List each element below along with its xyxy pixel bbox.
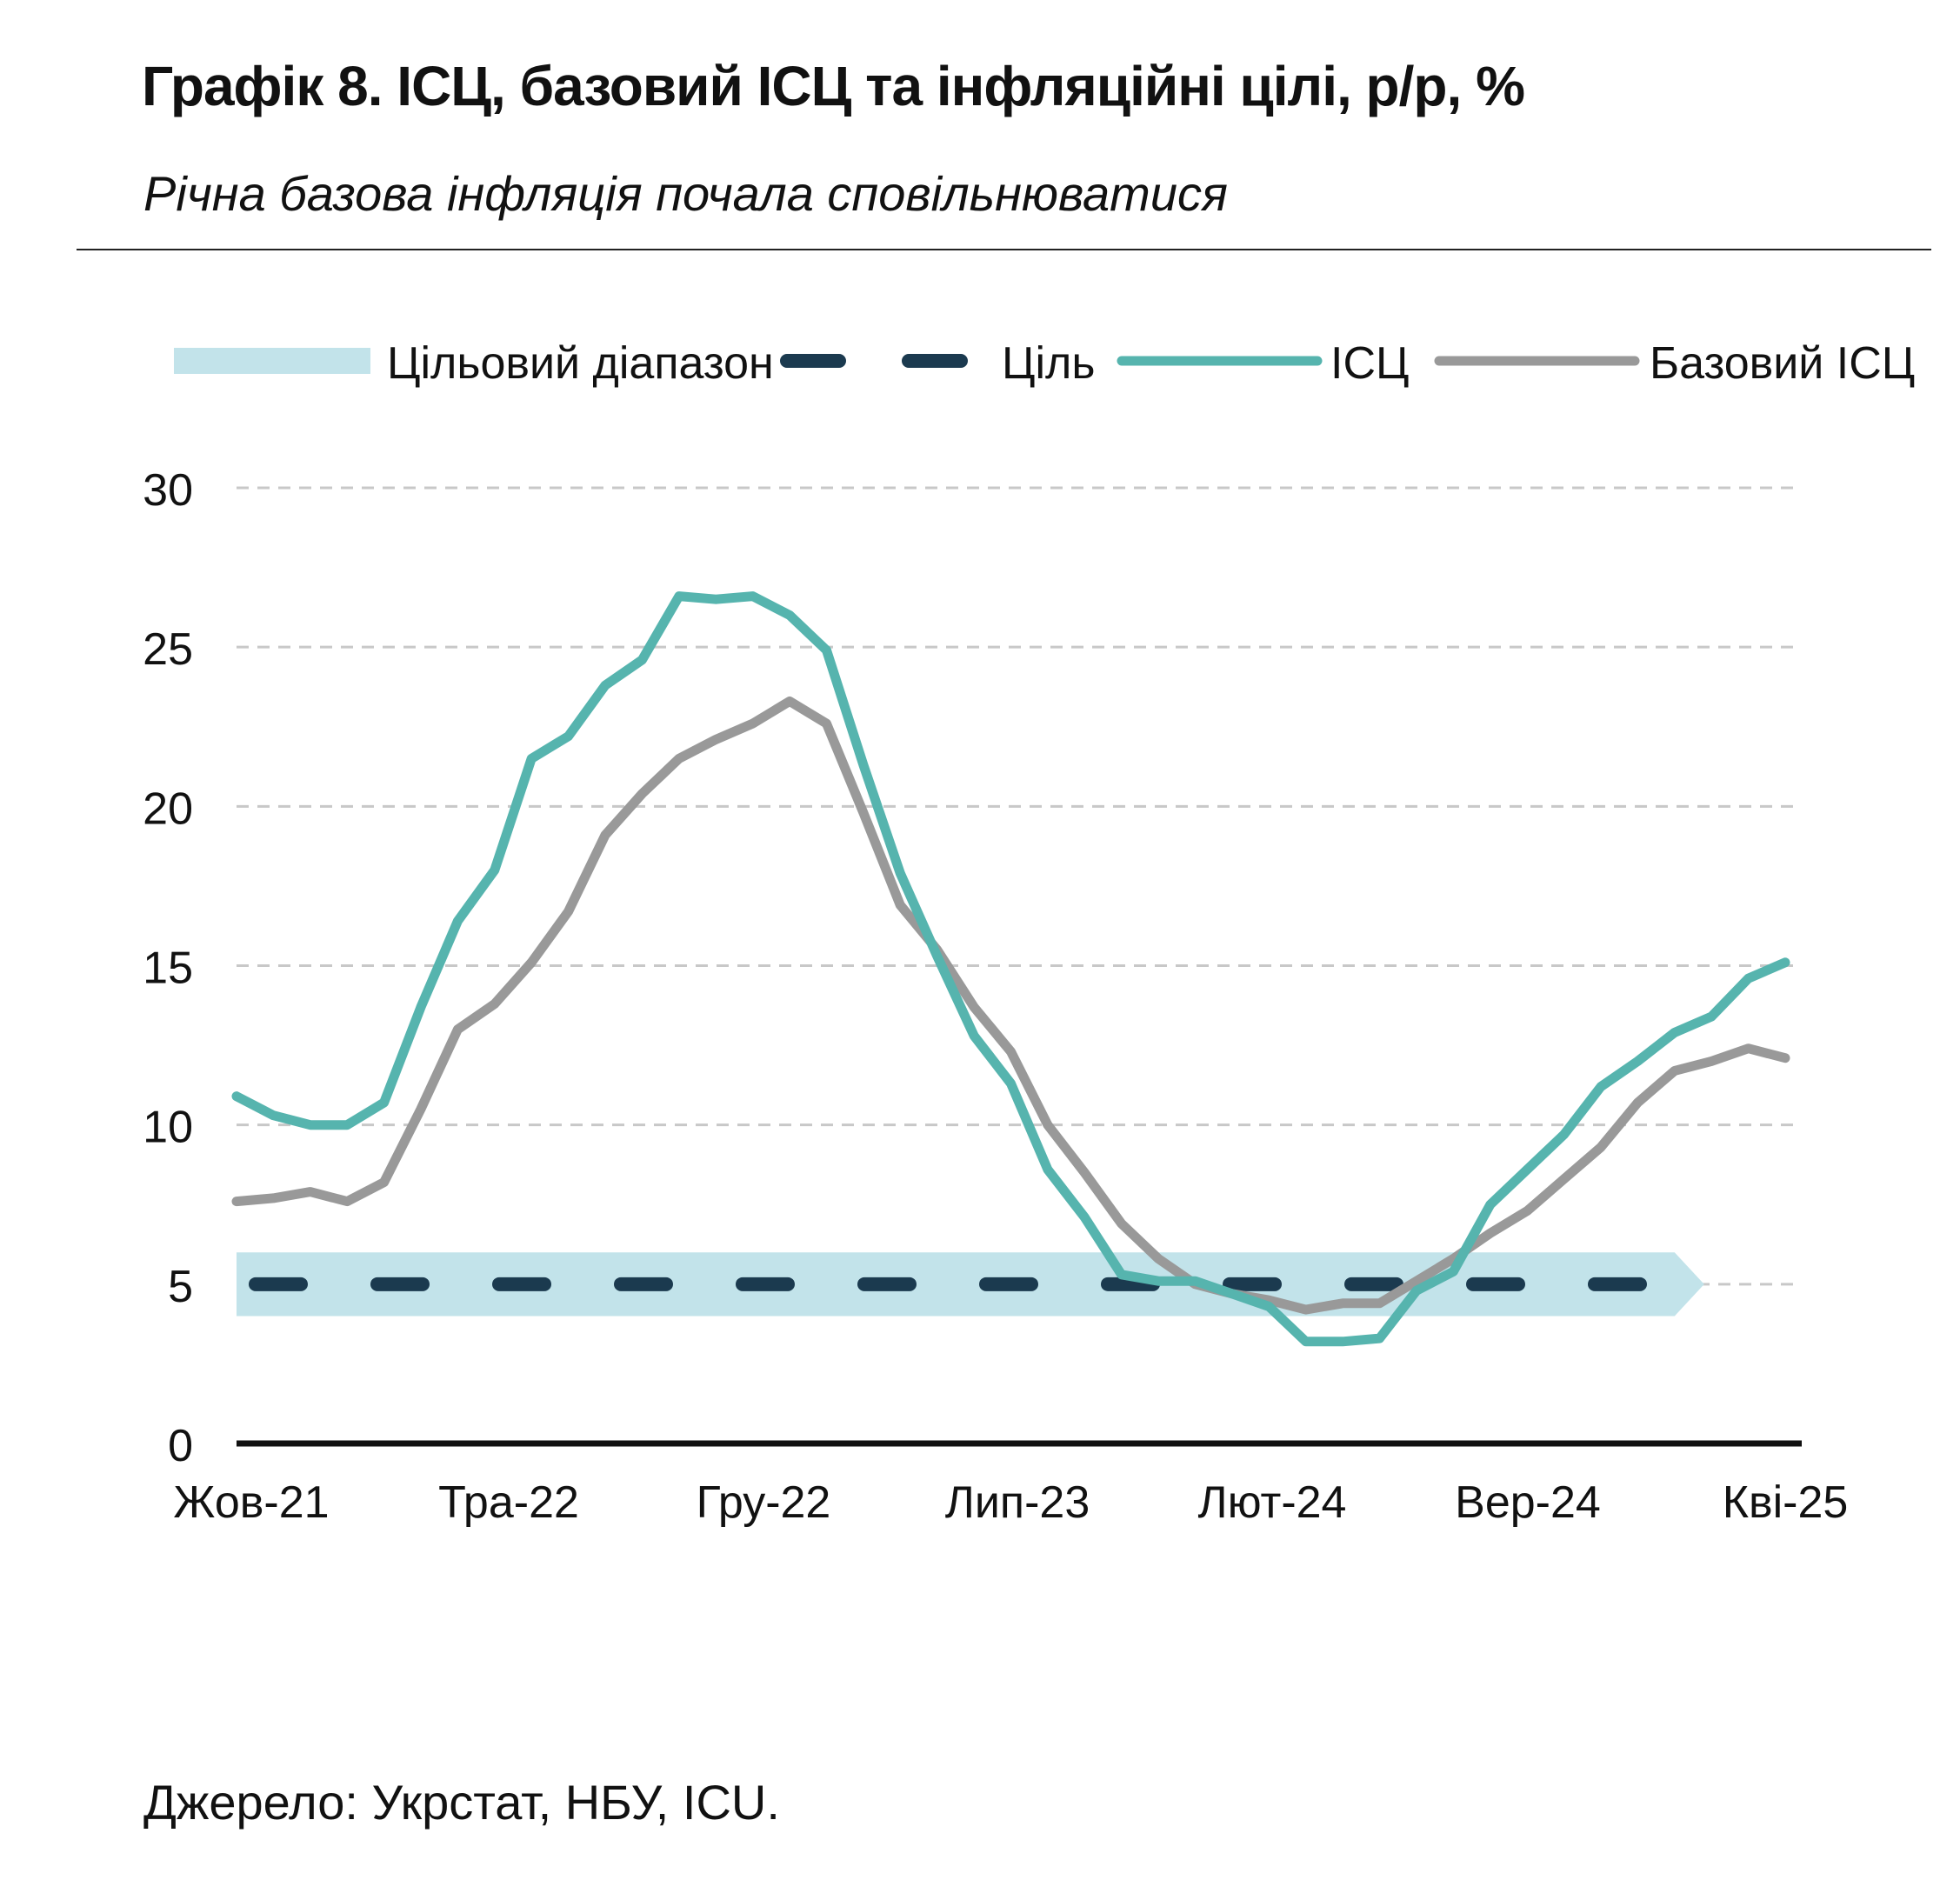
legend-label-core-cpi: Базовий ІСЦ bbox=[1650, 338, 1915, 389]
y-tick-label: 15 bbox=[143, 943, 193, 994]
axes: 0 5 10 15 20 25 30 Жов-21 Тра-22 Гру-22 Лип-23 Лют-… bbox=[143, 465, 1848, 1528]
legend-swatch-target-range bbox=[174, 348, 370, 374]
y-tick-label: 5 bbox=[168, 1262, 193, 1312]
chart-title: Графік 8. ІСЦ, базовий ІСЦ та інфляційні… bbox=[142, 55, 1525, 117]
y-tick-label: 0 bbox=[168, 1421, 193, 1471]
title-divider bbox=[77, 249, 1931, 250]
x-tick-label: Лют-24 bbox=[1198, 1477, 1347, 1528]
y-tick-label: 10 bbox=[143, 1103, 193, 1153]
series-layer bbox=[231, 591, 1790, 1347]
legend-label-cpi: ІСЦ bbox=[1330, 338, 1409, 389]
core-cpi-line bbox=[231, 696, 1790, 1315]
x-tick-label: Лип-23 bbox=[945, 1477, 1090, 1528]
x-tick-label: Жов-21 bbox=[173, 1477, 329, 1528]
x-tick-label: Кві-25 bbox=[1723, 1477, 1849, 1528]
y-tick-label: 30 bbox=[143, 465, 193, 516]
legend: Цільовий діапазон Ціль ІСЦ Базовий ІСЦ bbox=[174, 338, 1915, 389]
x-tick-label: Вер-24 bbox=[1455, 1477, 1601, 1528]
chart-subtitle: Річна базова інфляція почала сповільнюва… bbox=[143, 166, 1228, 221]
x-tick-label: Гру-22 bbox=[697, 1477, 831, 1528]
source-note: Джерело: Укрстат, НБУ, ICU. bbox=[143, 1775, 780, 1830]
gridlines bbox=[237, 486, 1802, 1286]
y-tick-label: 25 bbox=[143, 624, 193, 675]
legend-label-target-range: Цільовий діапазон bbox=[387, 338, 774, 389]
cpi-line bbox=[231, 591, 1790, 1347]
x-tick-label: Тра-22 bbox=[438, 1477, 579, 1528]
y-tick-label: 20 bbox=[143, 783, 193, 834]
legend-label-target: Ціль bbox=[1002, 338, 1095, 389]
target-layer bbox=[237, 1252, 1704, 1317]
